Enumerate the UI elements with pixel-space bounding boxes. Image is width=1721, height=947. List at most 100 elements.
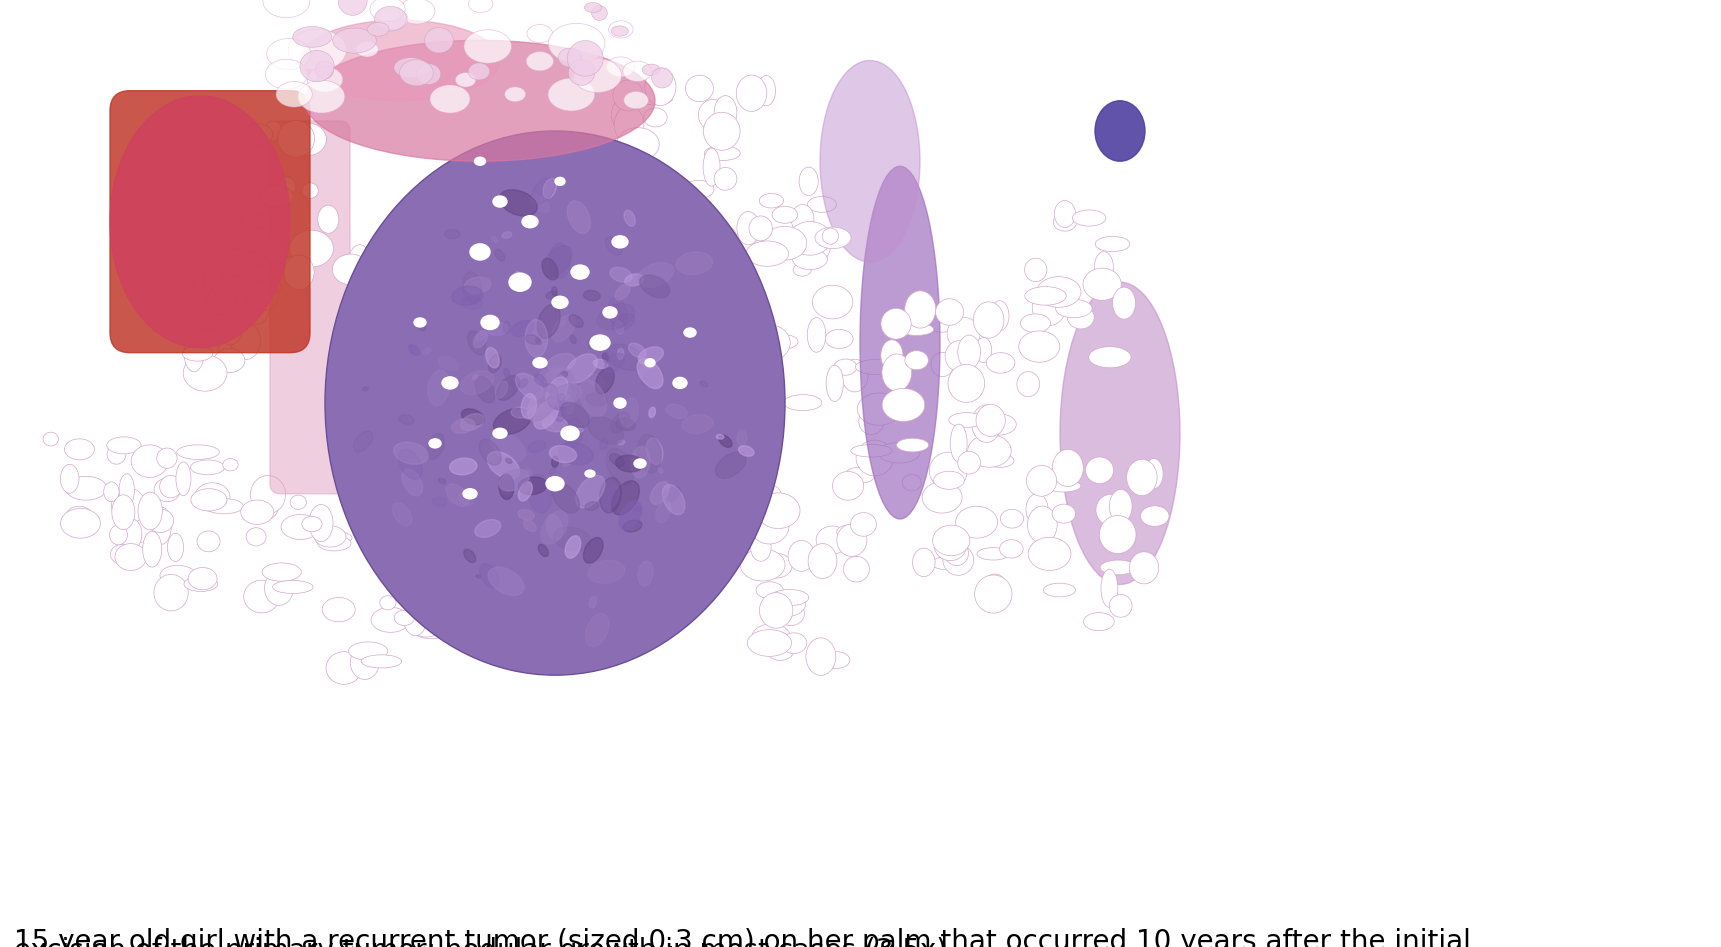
Ellipse shape xyxy=(430,85,470,113)
Ellipse shape xyxy=(275,81,312,107)
Ellipse shape xyxy=(244,581,279,613)
Ellipse shape xyxy=(416,63,441,84)
Ellipse shape xyxy=(747,630,792,656)
Ellipse shape xyxy=(972,405,1002,442)
Ellipse shape xyxy=(638,561,654,586)
Ellipse shape xyxy=(43,432,59,446)
Ellipse shape xyxy=(64,438,95,460)
Ellipse shape xyxy=(110,525,127,545)
Ellipse shape xyxy=(614,106,644,143)
Ellipse shape xyxy=(475,520,501,537)
Ellipse shape xyxy=(788,222,831,255)
Ellipse shape xyxy=(948,365,984,402)
Ellipse shape xyxy=(413,621,449,634)
Ellipse shape xyxy=(477,575,480,578)
Ellipse shape xyxy=(521,394,537,419)
Ellipse shape xyxy=(348,244,372,281)
Ellipse shape xyxy=(394,58,429,78)
Ellipse shape xyxy=(935,531,967,561)
Ellipse shape xyxy=(608,297,626,328)
Ellipse shape xyxy=(564,419,583,448)
Ellipse shape xyxy=(444,229,460,239)
Ellipse shape xyxy=(568,41,604,76)
Ellipse shape xyxy=(577,428,583,432)
Ellipse shape xyxy=(110,96,291,348)
Ellipse shape xyxy=(1036,277,1081,308)
Ellipse shape xyxy=(489,567,523,596)
Ellipse shape xyxy=(534,400,559,429)
Ellipse shape xyxy=(549,394,561,411)
Ellipse shape xyxy=(208,284,236,314)
Ellipse shape xyxy=(759,593,793,628)
Ellipse shape xyxy=(318,205,339,233)
Ellipse shape xyxy=(475,377,496,402)
Ellipse shape xyxy=(583,291,601,300)
Ellipse shape xyxy=(262,563,301,581)
Ellipse shape xyxy=(719,227,738,257)
Ellipse shape xyxy=(683,180,714,199)
Ellipse shape xyxy=(530,195,549,212)
Ellipse shape xyxy=(265,571,294,605)
Ellipse shape xyxy=(614,398,626,408)
Ellipse shape xyxy=(551,378,559,391)
Ellipse shape xyxy=(542,245,571,277)
Ellipse shape xyxy=(263,0,310,18)
Ellipse shape xyxy=(318,536,351,551)
Ellipse shape xyxy=(745,241,788,266)
Ellipse shape xyxy=(138,492,162,529)
Ellipse shape xyxy=(473,331,487,348)
Ellipse shape xyxy=(682,415,712,434)
Ellipse shape xyxy=(742,217,766,245)
Ellipse shape xyxy=(640,275,669,298)
Ellipse shape xyxy=(546,384,558,394)
Ellipse shape xyxy=(272,581,313,594)
Ellipse shape xyxy=(380,596,396,610)
Ellipse shape xyxy=(205,499,243,514)
Ellipse shape xyxy=(805,638,836,675)
Ellipse shape xyxy=(912,548,935,577)
Ellipse shape xyxy=(392,503,411,526)
Ellipse shape xyxy=(107,445,126,464)
Ellipse shape xyxy=(492,428,508,438)
Ellipse shape xyxy=(959,335,981,368)
Ellipse shape xyxy=(620,398,638,427)
Ellipse shape xyxy=(1027,537,1070,570)
Ellipse shape xyxy=(492,196,508,207)
Ellipse shape xyxy=(1101,569,1119,607)
Ellipse shape xyxy=(305,41,656,161)
Ellipse shape xyxy=(836,524,867,557)
Ellipse shape xyxy=(1024,259,1046,281)
Ellipse shape xyxy=(552,482,580,513)
Ellipse shape xyxy=(638,93,673,105)
Ellipse shape xyxy=(461,414,484,430)
Ellipse shape xyxy=(589,337,595,348)
Ellipse shape xyxy=(714,96,737,129)
Ellipse shape xyxy=(549,24,604,63)
Ellipse shape xyxy=(503,321,511,333)
Ellipse shape xyxy=(568,60,595,85)
Ellipse shape xyxy=(399,60,434,86)
Ellipse shape xyxy=(410,616,442,637)
Ellipse shape xyxy=(458,492,473,505)
Ellipse shape xyxy=(645,438,663,465)
Ellipse shape xyxy=(291,495,306,509)
Ellipse shape xyxy=(110,545,134,564)
Ellipse shape xyxy=(528,387,556,421)
Ellipse shape xyxy=(299,20,501,100)
Ellipse shape xyxy=(819,61,921,262)
Ellipse shape xyxy=(638,262,673,287)
Ellipse shape xyxy=(310,505,332,542)
Ellipse shape xyxy=(575,475,604,508)
Ellipse shape xyxy=(1026,465,1057,496)
Ellipse shape xyxy=(585,614,609,647)
Ellipse shape xyxy=(539,367,573,388)
Ellipse shape xyxy=(398,450,422,479)
Ellipse shape xyxy=(609,21,633,38)
Ellipse shape xyxy=(657,468,663,473)
Ellipse shape xyxy=(1141,506,1169,527)
Ellipse shape xyxy=(897,438,929,452)
Ellipse shape xyxy=(738,446,754,456)
Ellipse shape xyxy=(549,384,582,406)
Ellipse shape xyxy=(570,314,583,328)
Ellipse shape xyxy=(716,452,747,478)
